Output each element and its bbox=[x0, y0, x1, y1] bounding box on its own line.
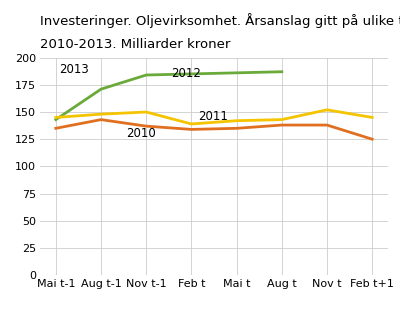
Text: 2012: 2012 bbox=[171, 67, 201, 80]
Text: 2013: 2013 bbox=[60, 63, 89, 76]
Text: 2010-2013. Milliarder kroner: 2010-2013. Milliarder kroner bbox=[40, 38, 230, 52]
Text: 2010: 2010 bbox=[126, 127, 156, 140]
Text: Investeringer. Oljevirksomhet. Årsanslag gitt på ulike tidspunkt.: Investeringer. Oljevirksomhet. Årsanslag… bbox=[40, 13, 400, 28]
Text: 2011: 2011 bbox=[198, 110, 228, 123]
